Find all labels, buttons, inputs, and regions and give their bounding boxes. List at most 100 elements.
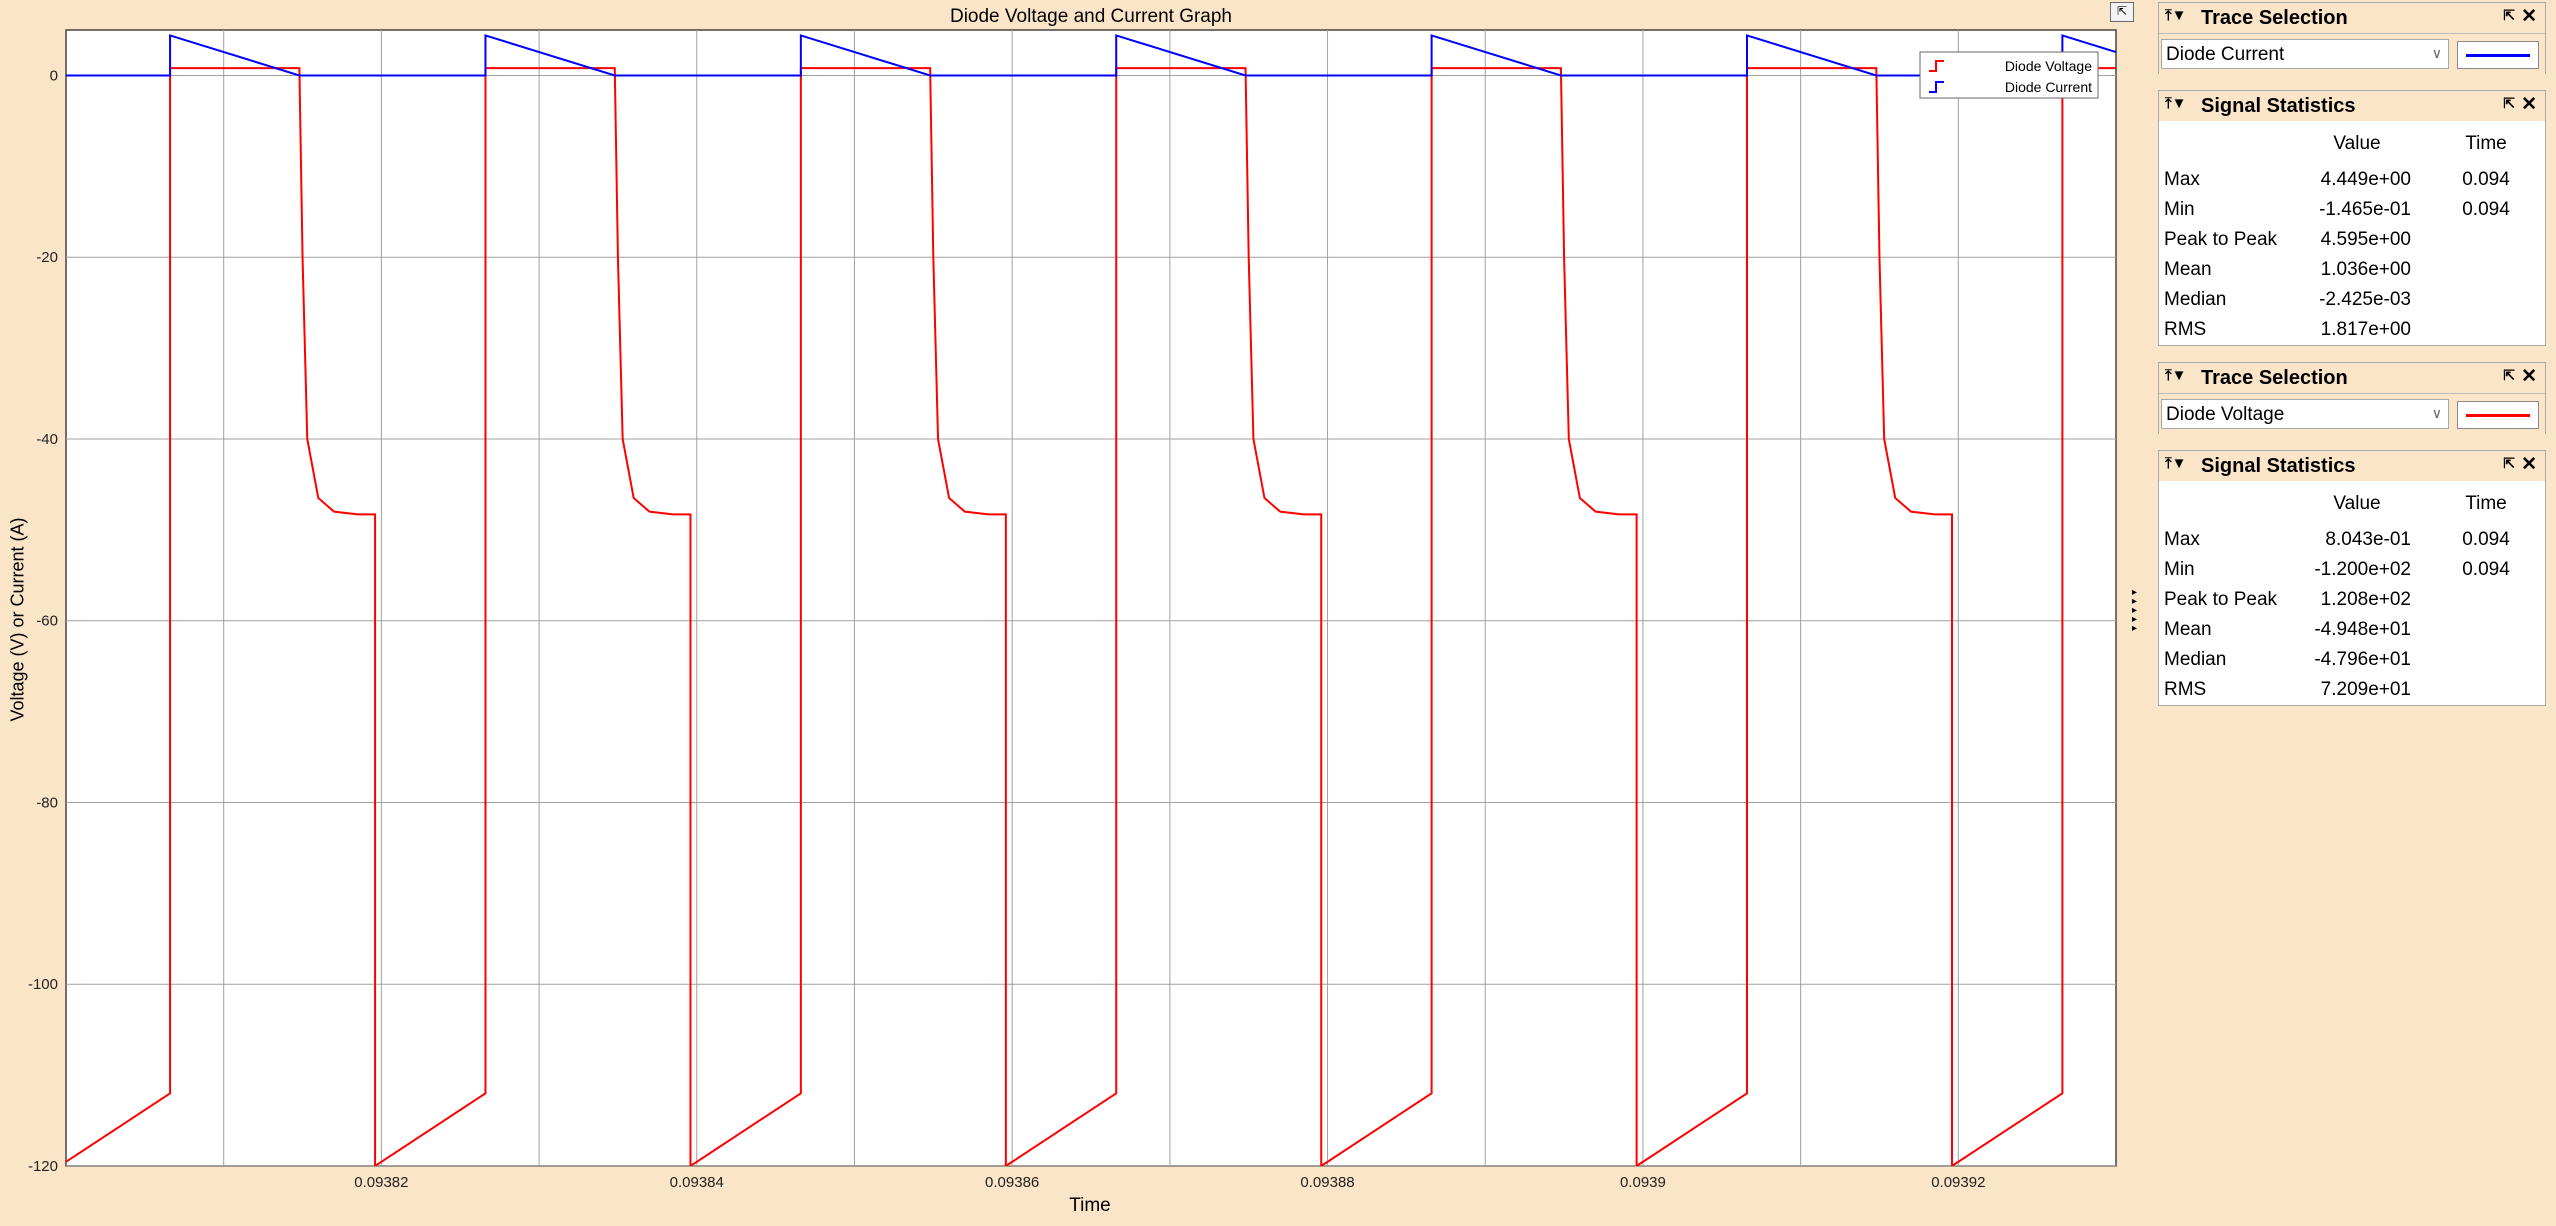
y-tick-label: -40 xyxy=(36,431,58,448)
row-value: 1.817e+00 xyxy=(2320,319,2411,340)
value-column-header: Value xyxy=(2333,493,2381,514)
close-icon[interactable]: ✕ xyxy=(2521,94,2537,115)
x-tick-label: 0.09386 xyxy=(985,1174,1039,1191)
trace-color-line xyxy=(2466,414,2530,417)
panel-title: Trace Selection xyxy=(2201,367,2348,389)
row-time: 0.094 xyxy=(2462,559,2510,580)
trace-select-value: Diode Current xyxy=(2166,44,2285,65)
undock-icon[interactable]: ⇱ xyxy=(2503,367,2515,383)
x-tick-label: 0.0939 xyxy=(1620,1174,1666,1191)
x-tick-label: 0.09382 xyxy=(354,1174,408,1191)
row-label: Median xyxy=(2164,289,2227,310)
row-value: -2.425e-03 xyxy=(2319,289,2411,310)
trace-color-swatch[interactable] xyxy=(2457,41,2539,69)
stats-row-mean: Mean 1.036e+00 xyxy=(2159,255,2545,285)
collapse-panel-arrows[interactable]: ▸ ▸ ▸ ▸ ▸ xyxy=(2132,587,2138,634)
series-line-diode-voltage xyxy=(66,67,2116,1166)
trace-select[interactable]: Diode Voltage ∨ xyxy=(2161,399,2449,429)
row-time: 0.094 xyxy=(2462,199,2510,220)
row-label: Max xyxy=(2164,169,2200,190)
signal-statistics-panel-current: ⤒▼ Signal Statistics ⇱ ✕ Value Time Max … xyxy=(2158,90,2546,346)
row-label: Median xyxy=(2164,649,2227,670)
panel-header: ⤒▼ Trace Selection ⇱ ✕ xyxy=(2159,3,2545,33)
pin-icon[interactable]: ⤒▼ xyxy=(2165,455,2187,472)
row-value: -1.200e+02 xyxy=(2314,559,2411,580)
row-label: Mean xyxy=(2164,259,2212,280)
row-label: Mean xyxy=(2164,619,2212,640)
panel-title: Trace Selection xyxy=(2201,7,2348,29)
pin-icon[interactable]: ⤒▼ xyxy=(2165,7,2187,24)
trace-select[interactable]: Diode Current ∨ xyxy=(2161,39,2449,69)
panel-header: ⤒▼ Signal Statistics ⇱ ✕ xyxy=(2159,451,2545,481)
y-tick-label: -60 xyxy=(36,613,58,630)
row-label: Peak to Peak xyxy=(2164,589,2278,610)
row-label: Peak to Peak xyxy=(2164,229,2278,250)
stats-row-rms: RMS 1.817e+00 xyxy=(2159,315,2545,345)
panel-header: ⤒▼ Trace Selection ⇱ ✕ xyxy=(2159,363,2545,393)
row-value: 4.449e+00 xyxy=(2320,169,2411,190)
legend-swatch xyxy=(1929,60,1944,72)
pin-icon[interactable]: ⤒▼ xyxy=(2165,367,2187,384)
value-column-header: Value xyxy=(2333,133,2381,154)
row-label: RMS xyxy=(2164,319,2207,340)
stats-row-median: Median -4.796e+01 xyxy=(2159,645,2545,675)
row-value: 1.208e+02 xyxy=(2320,589,2411,610)
legend-label: Diode Voltage xyxy=(2005,58,2092,74)
row-label: Min xyxy=(2164,559,2195,580)
close-icon[interactable]: ✕ xyxy=(2521,366,2537,387)
y-tick-label: -20 xyxy=(36,249,58,266)
row-value: -4.948e+01 xyxy=(2314,619,2411,640)
row-time: 0.094 xyxy=(2462,169,2510,190)
panel-title: Signal Statistics xyxy=(2201,95,2356,117)
row-label: RMS xyxy=(2164,679,2207,700)
series-line-diode-current xyxy=(66,34,2116,77)
legend-swatch xyxy=(1929,81,1944,93)
y-tick-label: -80 xyxy=(36,794,58,811)
undock-icon[interactable]: ⇱ xyxy=(2503,95,2515,111)
y-tick-label: -100 xyxy=(28,976,58,993)
stats-row-max: Max 4.449e+00 0.094 xyxy=(2159,165,2545,195)
close-icon[interactable]: ✕ xyxy=(2521,6,2537,27)
row-value: -4.796e+01 xyxy=(2314,649,2411,670)
stats-table: Value Time Max 4.449e+00 0.094 Min -1.46… xyxy=(2159,121,2545,340)
y-tick-label: -120 xyxy=(28,1158,58,1175)
stats-row-min: Min -1.465e-01 0.094 xyxy=(2159,195,2545,225)
pin-icon[interactable]: ⤒▼ xyxy=(2165,95,2187,112)
trace-color-line xyxy=(2466,54,2530,57)
trace-select-value: Diode Voltage xyxy=(2166,404,2285,425)
legend-label: Diode Current xyxy=(2005,79,2092,95)
row-value: 8.043e-01 xyxy=(2325,529,2411,550)
stats-row-peak-to-peak: Peak to Peak 4.595e+00 xyxy=(2159,225,2545,255)
x-axis-label: Time xyxy=(1069,1195,1111,1216)
trace-color-swatch[interactable] xyxy=(2457,401,2539,429)
undock-icon[interactable]: ⇱ xyxy=(2503,7,2515,23)
x-tick-label: 0.09388 xyxy=(1300,1174,1354,1191)
row-label: Max xyxy=(2164,529,2200,550)
time-column-header: Time xyxy=(2465,493,2507,514)
signal-statistics-panel-voltage: ⤒▼ Signal Statistics ⇱ ✕ Value Time Max … xyxy=(2158,450,2546,706)
y-axis-label: Voltage (V) or Current (A) xyxy=(7,517,28,722)
plot-area[interactable]: 0 -20 -40 -60 -80 -100 -120 0.09382 0.09384 0.09… xyxy=(0,0,2130,1226)
stats-row-peak-to-peak: Peak to Peak 1.208e+02 xyxy=(2159,585,2545,615)
x-tick-label: 0.09392 xyxy=(1931,1174,1985,1191)
stats-row-median: Median -2.425e-03 xyxy=(2159,285,2545,315)
close-icon[interactable]: ✕ xyxy=(2521,454,2537,475)
row-value: -1.465e-01 xyxy=(2319,199,2411,220)
undock-plot-button[interactable]: ⇱ xyxy=(2110,2,2134,22)
legend[interactable]: Diode Voltage Diode Current xyxy=(1919,51,2099,99)
stats-table: Value Time Max 8.043e-01 0.094 Min -1.20… xyxy=(2159,481,2545,700)
row-value: 7.209e+01 xyxy=(2320,679,2411,700)
panel-header: ⤒▼ Signal Statistics ⇱ ✕ xyxy=(2159,91,2545,121)
time-column-header: Time xyxy=(2465,133,2507,154)
row-value: 4.595e+00 xyxy=(2320,229,2411,250)
chevron-down-icon: ∨ xyxy=(2431,45,2442,61)
y-tick-label: 0 xyxy=(50,67,58,84)
undock-icon[interactable]: ⇱ xyxy=(2503,455,2515,471)
chevron-down-icon: ∨ xyxy=(2431,405,2442,421)
stats-row-mean: Mean -4.948e+01 xyxy=(2159,615,2545,645)
trace-selection-panel-current: ⤒▼ Trace Selection ⇱ ✕ Diode Current ∨ xyxy=(2158,2,2546,74)
stats-row-min: Min -1.200e+02 0.094 xyxy=(2159,555,2545,585)
row-label: Min xyxy=(2164,199,2195,220)
x-tick-label: 0.09384 xyxy=(670,1174,724,1191)
panel-title: Signal Statistics xyxy=(2201,455,2356,477)
